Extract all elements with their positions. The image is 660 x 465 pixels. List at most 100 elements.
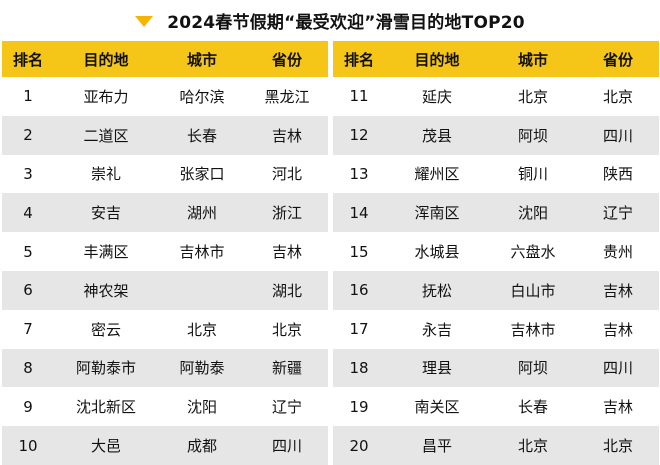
table-row: 4 安吉 湖州 浙江 bbox=[2, 193, 328, 233]
header-destination: 目的地 bbox=[83, 50, 129, 69]
city-cell: 张家口 bbox=[179, 165, 225, 184]
destination-cell: 茂县 bbox=[421, 126, 452, 145]
destination-cell: 二道区 bbox=[83, 126, 129, 145]
city-cell: 长春 bbox=[186, 126, 217, 145]
header-rank: 排名 bbox=[12, 50, 43, 69]
rank-cell: 2 bbox=[23, 126, 33, 145]
table-row: 13 耀州区 铜川 陕西 bbox=[333, 155, 659, 194]
rank-cell: 16 bbox=[349, 281, 369, 300]
city-cell: 铜川 bbox=[517, 165, 548, 184]
table-row: 19 南关区 长春 吉林 bbox=[333, 387, 659, 426]
destination-cell: 丰满区 bbox=[83, 243, 129, 262]
table-row: 11 延庆 北京 北京 bbox=[333, 77, 659, 116]
province-cell: 北京 bbox=[271, 320, 302, 339]
header-city: 城市 bbox=[517, 50, 548, 69]
city-cell: 北京 bbox=[186, 320, 217, 339]
rank-cell: 15 bbox=[349, 242, 369, 261]
page-title: 2024春节假期“最受欢迎”滑雪目的地TOP20 bbox=[167, 12, 525, 33]
rank-cell: 13 bbox=[349, 164, 369, 183]
rank-cell: 3 bbox=[23, 164, 33, 183]
destination-cell: 崇礼 bbox=[90, 165, 121, 184]
table-row: 20 昌平 北京 北京 bbox=[333, 426, 659, 465]
province-cell: 四川 bbox=[602, 359, 633, 378]
city-cell: 北京 bbox=[517, 437, 548, 456]
province-cell: 辽宁 bbox=[602, 204, 633, 223]
table-row: 1 亚布力 哈尔滨 黑龙江 bbox=[2, 77, 328, 116]
rank-cell: 7 bbox=[23, 320, 33, 339]
header-rank: 排名 bbox=[343, 50, 374, 69]
title-bar: 2024春节假期“最受欢迎”滑雪目的地TOP20 bbox=[0, 0, 660, 40]
rank-cell: 8 bbox=[23, 358, 33, 377]
destination-cell: 南关区 bbox=[414, 398, 460, 417]
triangle-down-icon bbox=[135, 15, 154, 27]
header-destination: 目的地 bbox=[414, 50, 460, 69]
table-row: 5 丰满区 吉林市 吉林 bbox=[2, 232, 328, 271]
table-row: 15 水城县 六盘水 贵州 bbox=[333, 232, 659, 271]
province-cell: 陕西 bbox=[602, 165, 633, 184]
province-cell: 吉林 bbox=[602, 281, 633, 300]
rank-cell: 9 bbox=[23, 397, 33, 416]
table-row: 14 浑南区 沈阳 辽宁 bbox=[333, 193, 659, 233]
province-cell: 新疆 bbox=[271, 359, 302, 378]
table-row: 8 阿勒泰市 阿勒泰 新疆 bbox=[2, 348, 328, 388]
province-cell: 吉林 bbox=[271, 126, 302, 145]
city-cell: 六盘水 bbox=[510, 243, 556, 262]
city-cell: 湖州 bbox=[186, 204, 217, 223]
destination-cell: 阿勒泰市 bbox=[75, 359, 136, 378]
province-cell: 北京 bbox=[602, 87, 633, 106]
province-cell: 浙江 bbox=[271, 204, 302, 223]
province-cell: 湖北 bbox=[271, 281, 302, 300]
table-row: 9 沈北新区 沈阳 辽宁 bbox=[2, 387, 328, 426]
province-cell: 四川 bbox=[271, 437, 302, 456]
table-row: 16 抚松 白山市 吉林 bbox=[333, 270, 659, 310]
city-cell: 阿勒泰 bbox=[179, 359, 225, 378]
province-cell: 河北 bbox=[271, 165, 302, 184]
destination-cell: 神农架 bbox=[83, 281, 129, 300]
city-cell: 阿坝 bbox=[517, 126, 548, 145]
city-cell: 哈尔滨 bbox=[179, 87, 225, 106]
province-cell: 四川 bbox=[602, 126, 633, 145]
table-row: 18 理县 阿坝 四川 bbox=[333, 348, 659, 388]
table-header: 排名 目的地 城市 省份 bbox=[2, 41, 328, 77]
table-row: 7 密云 北京 北京 bbox=[2, 310, 328, 349]
destination-cell: 昌平 bbox=[421, 437, 452, 456]
rank-cell: 17 bbox=[349, 320, 369, 339]
destination-cell: 密云 bbox=[90, 320, 121, 339]
destination-cell: 理县 bbox=[421, 359, 452, 378]
destination-cell: 沈北新区 bbox=[75, 398, 136, 417]
province-cell: 吉林 bbox=[271, 243, 302, 262]
destination-cell: 耀州区 bbox=[414, 165, 460, 184]
header-province: 省份 bbox=[271, 50, 302, 69]
header-city: 城市 bbox=[186, 50, 217, 69]
rank-cell: 19 bbox=[349, 397, 369, 416]
table-row: 10 大邑 成都 四川 bbox=[2, 426, 328, 465]
table-row: 6 神农架 湖北 bbox=[2, 270, 328, 310]
rank-cell: 20 bbox=[349, 436, 369, 455]
ranking-table-right: 排名 目的地 城市 省份 11 延庆 北京 北京 12 茂县 阿坝 四川 13 耀州区 铜川 陕西 14… bbox=[333, 41, 659, 465]
city-cell: 沈阳 bbox=[517, 204, 548, 223]
rank-cell: 5 bbox=[23, 242, 33, 261]
destination-cell: 水城县 bbox=[414, 243, 460, 262]
rank-cell: 18 bbox=[349, 358, 369, 377]
province-cell: 黑龙江 bbox=[264, 87, 310, 106]
destination-cell: 延庆 bbox=[421, 87, 452, 106]
city-cell: 成都 bbox=[186, 437, 217, 456]
table-row: 3 崇礼 张家口 河北 bbox=[2, 155, 328, 194]
city-cell: 长春 bbox=[517, 398, 548, 417]
destination-cell: 大邑 bbox=[90, 437, 121, 456]
destination-cell: 永吉 bbox=[421, 320, 452, 339]
rank-cell: 12 bbox=[349, 126, 369, 145]
rank-cell: 11 bbox=[349, 87, 369, 106]
table-row: 12 茂县 阿坝 四川 bbox=[333, 115, 659, 155]
table-header: 排名 目的地 城市 省份 bbox=[333, 41, 659, 77]
province-cell: 吉林 bbox=[602, 398, 633, 417]
rank-cell: 1 bbox=[23, 87, 33, 106]
destination-cell: 亚布力 bbox=[83, 87, 129, 106]
ranking-table-left: 排名 目的地 城市 省份 1 亚布力 哈尔滨 黑龙江 2 二道区 长春 吉林 3 崇礼 张家口 河北 4… bbox=[2, 41, 328, 465]
rank-cell: 10 bbox=[18, 436, 38, 455]
destination-cell: 安吉 bbox=[90, 204, 121, 223]
destination-cell: 浑南区 bbox=[414, 204, 460, 223]
province-cell: 吉林 bbox=[602, 320, 633, 339]
rank-cell: 14 bbox=[349, 203, 369, 222]
table-row: 17 永吉 吉林市 吉林 bbox=[333, 310, 659, 349]
